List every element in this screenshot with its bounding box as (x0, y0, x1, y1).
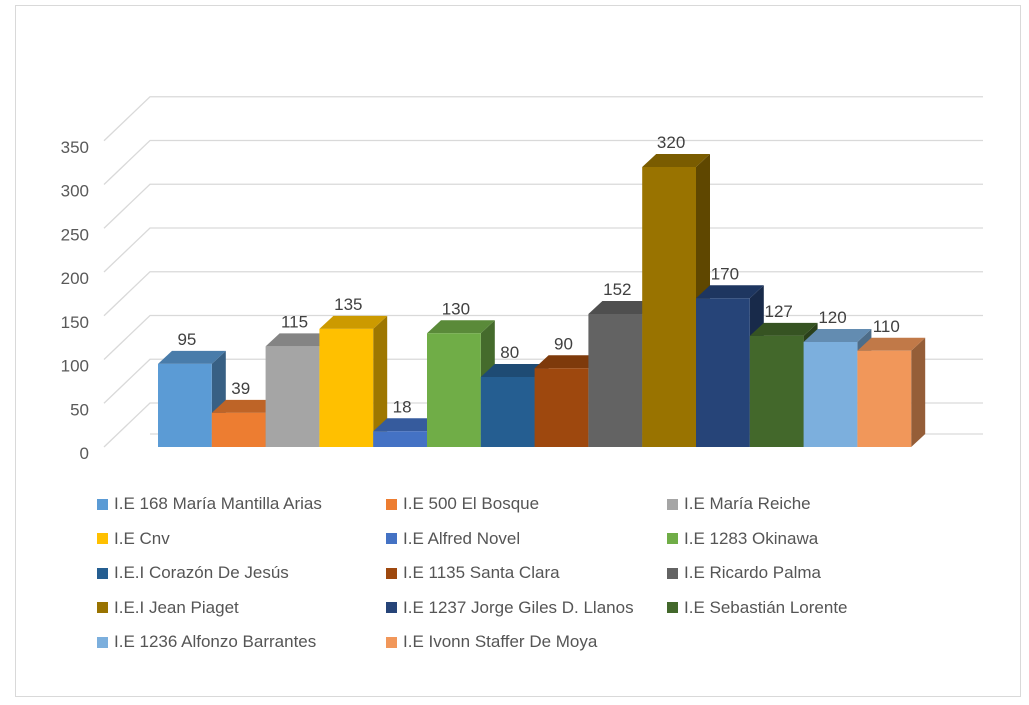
legend-label: I.E Ricardo Palma (684, 563, 821, 582)
legend-item: I.E Cnv (97, 529, 170, 549)
legend-item: I.E.I Corazón De Jesús (97, 563, 289, 583)
bars-layer (158, 154, 926, 447)
y-tick-label: 150 (61, 313, 89, 332)
data-labels: 95 39 115 135 18 130 80 90 152 320 170 127 120 110 (177, 133, 899, 416)
data-label: 127 (765, 302, 793, 321)
legend-item: I.E 168 María Mantilla Arias (97, 494, 322, 514)
legend-label: I.E Ivonn Staffer De Moya (403, 632, 598, 651)
legend-swatch (386, 636, 397, 648)
gridline (103, 139, 983, 185)
y-tick-label: 200 (61, 269, 89, 288)
legend-item: I.E 1236 Alfonzo Barrantes (97, 632, 316, 652)
data-label: 39 (231, 379, 250, 398)
bar-4 (319, 315, 388, 447)
legend-label: I.E 1237 Jorge Giles D. Llanos (403, 597, 634, 617)
data-label: 80 (500, 343, 519, 362)
legend-swatch (97, 498, 108, 510)
legend-swatch (667, 602, 678, 613)
legend-label: I.E Sebastián Lorente (684, 597, 848, 617)
data-label: 170 (711, 264, 739, 283)
legend-label: I.E Alfred Novel (403, 528, 521, 548)
legend-label: I.E 1135 Santa Clara (403, 563, 560, 582)
data-label: 95 (177, 330, 196, 349)
bar-14 (857, 337, 926, 447)
data-label: 320 (657, 133, 685, 152)
gridline (103, 96, 983, 142)
legend-item: I.E Sebastián Lorente (667, 598, 848, 618)
legend-item: I.E Ivonn Staffer De Moya (386, 632, 597, 652)
legend-swatch (386, 498, 397, 510)
legend-swatch (97, 533, 108, 544)
legend-swatch (667, 498, 678, 510)
legend-label: I.E 168 María Mantilla Arias (114, 494, 322, 513)
legend-label: I.E 1283 Okinawa (684, 528, 819, 548)
data-label: 18 (393, 397, 412, 416)
legend-swatch (386, 533, 397, 544)
legend-item: I.E Ricardo Palma (667, 563, 821, 583)
legend-item: I.E.I Jean Piaget (97, 598, 239, 618)
bar-5 (373, 418, 441, 447)
gridline (103, 271, 983, 317)
legend-item: I.E 1283 Okinawa (667, 529, 818, 549)
legend-swatch (97, 602, 108, 613)
legend-label: I.E.I Jean Piaget (114, 597, 239, 617)
data-label: 152 (603, 280, 631, 299)
y-tick-label: 300 (61, 182, 89, 201)
legend-label: I.E.I Corazón De Jesús (114, 563, 289, 582)
legend-item: I.E 1135 Santa Clara (386, 563, 560, 583)
y-tick-label: 350 (61, 138, 89, 157)
data-label: 110 (873, 317, 900, 336)
data-label: 120 (818, 308, 846, 327)
data-label: 130 (442, 299, 470, 318)
legend-swatch (97, 636, 108, 648)
legend-item: I.E 1237 Jorge Giles D. Llanos (386, 598, 634, 618)
y-tick-label: 50 (70, 400, 89, 419)
legend-swatch (97, 567, 108, 579)
legend-label: I.E María Reiche (684, 494, 811, 513)
data-label: 135 (334, 295, 362, 314)
legend-label: I.E 1236 Alfonzo Barrantes (114, 632, 317, 651)
y-tick-label: 100 (61, 357, 89, 376)
data-label: 115 (281, 312, 308, 331)
legend-swatch (386, 602, 397, 613)
y-tick-label: 250 (61, 225, 89, 244)
data-label: 90 (554, 334, 573, 353)
legend-label: I.E Cnv (114, 528, 170, 548)
y-tick-label: 0 (80, 444, 89, 463)
legend-swatch (386, 567, 397, 579)
legend-item: I.E 500 El Bosque (386, 494, 539, 514)
legend-label: I.E 500 El Bosque (403, 494, 540, 513)
gridline (103, 183, 983, 229)
legend-item: I.E María Reiche (667, 494, 811, 514)
gridline (103, 227, 983, 273)
y-axis-ticks: 0 50 100 150 200 250 300 350 (61, 138, 89, 463)
legend-swatch (667, 533, 678, 544)
legend-item: I.E Alfred Novel (386, 529, 520, 549)
legend-swatch (667, 567, 678, 579)
